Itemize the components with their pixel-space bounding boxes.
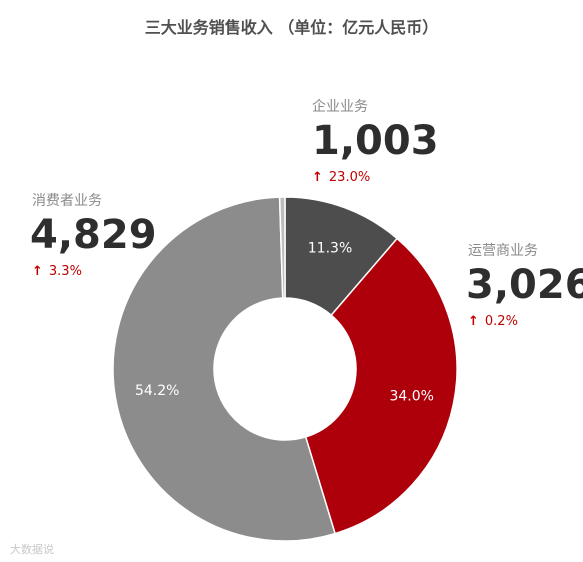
growth-enterprise: ↑ 23.0%	[312, 170, 370, 185]
growth-consumer-text: 3.3%	[48, 264, 82, 279]
pct-label-consumer: 54.2%	[135, 383, 179, 399]
label-enterprise-name: 企业业务	[312, 99, 368, 115]
pct-label-enterprise: 11.3%	[308, 241, 352, 257]
growth-enterprise-text: 23.0%	[328, 170, 371, 185]
watermark-text: 大数据说	[10, 543, 54, 556]
slice-carrier	[304, 237, 458, 535]
growth-carrier: ↑ 0.2%	[468, 314, 518, 329]
up-arrow-icon: ↑	[32, 264, 43, 279]
pct-label-carrier: 34.0%	[389, 389, 433, 405]
growth-consumer: ↑ 3.3%	[32, 264, 82, 279]
slice-other	[278, 196, 286, 299]
label-consumer-name: 消费者业务	[32, 193, 102, 209]
label-carrier-name: 运营商业务	[468, 243, 538, 259]
value-consumer: 4,829	[30, 212, 157, 258]
up-arrow-icon: ↑	[468, 314, 479, 329]
slice-consumer	[112, 196, 336, 542]
value-enterprise: 1,003	[312, 118, 439, 164]
up-arrow-icon: ↑	[312, 170, 323, 185]
chart-title: 三大业务销售收入 （单位：亿元人民币）	[144, 18, 439, 37]
growth-carrier-text: 0.2%	[484, 314, 518, 329]
value-carrier: 3,026	[466, 262, 583, 308]
